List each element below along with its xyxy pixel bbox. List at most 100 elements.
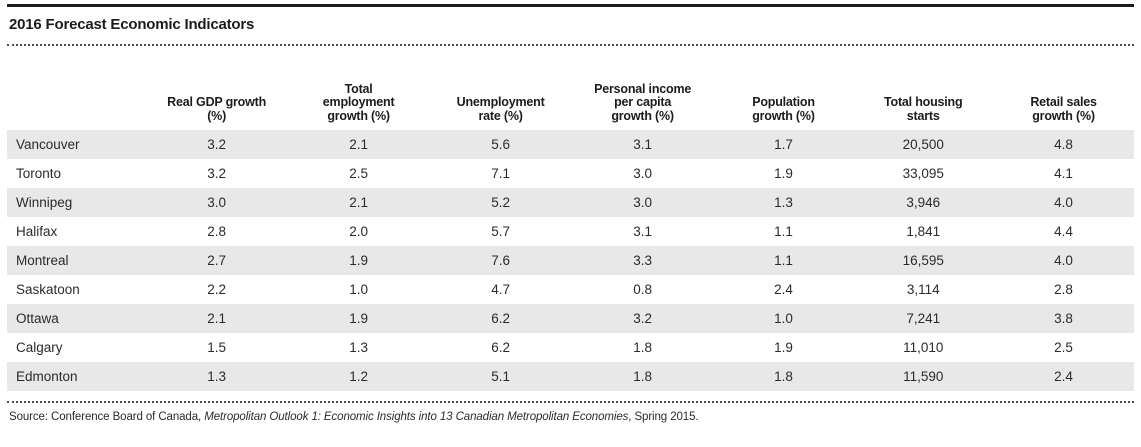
value-cell: 4.4 (1054, 224, 1073, 239)
column-header-total-housing-starts: Total housing starts (884, 95, 963, 123)
value-cell: 1,841 (906, 224, 941, 239)
page-title: 2016 Forecast Economic Indicators (9, 16, 255, 33)
value-cell: 3.2 (207, 166, 226, 181)
value-cell: 1.8 (774, 369, 793, 384)
table-row-saskatoon: Saskatoon 2.2 1.0 4.7 0.8 2.4 3,114 2.8 (7, 275, 1134, 304)
value-cell: 1.0 (349, 282, 368, 297)
table-bottom-divider (7, 401, 1134, 403)
value-cell: 1.1 (774, 224, 793, 239)
value-cell: 7.6 (491, 253, 510, 268)
value-cell: 1.1 (774, 253, 793, 268)
value-cell: 1.8 (633, 369, 652, 384)
city-cell: Saskatoon (16, 282, 80, 297)
value-cell: 2.1 (207, 311, 226, 326)
value-cell: 3.2 (633, 311, 652, 326)
value-cell: 1.9 (774, 340, 793, 355)
column-header-real-gdp-growth: Real GDP growth (%) (167, 95, 267, 123)
value-cell: 1.0 (774, 311, 793, 326)
indicators-table: Real GDP growth (%) Total employment gro… (7, 46, 1134, 391)
value-cell: 11,590 (903, 369, 944, 384)
table-row-calgary: Calgary 1.5 1.3 6.2 1.8 1.9 11,010 2.5 (7, 333, 1134, 362)
value-cell: 1.3 (207, 369, 226, 384)
city-cell: Vancouver (16, 137, 80, 152)
value-cell: 2.8 (1054, 282, 1073, 297)
value-cell: 6.2 (491, 340, 510, 355)
value-cell: 3.8 (1054, 311, 1073, 326)
value-cell: 3.1 (633, 224, 652, 239)
value-cell: 16,595 (902, 253, 944, 268)
value-cell: 3.2 (207, 137, 226, 152)
city-cell: Calgary (16, 340, 63, 355)
table-row-toronto: Toronto 3.2 2.5 7.1 3.0 1.9 33,095 4.1 (7, 159, 1134, 188)
table-row-vancouver: Vancouver 3.2 2.1 5.6 3.1 1.7 20,500 4.8 (7, 130, 1134, 159)
source-note: Source: Conference Board of Canada, Metr… (7, 403, 1134, 423)
value-cell: 1.7 (774, 137, 793, 152)
table-row-montreal: Montreal 2.7 1.9 7.6 3.3 1.1 16,595 4.0 (7, 246, 1134, 275)
table-row-ottawa: Ottawa 2.1 1.9 6.2 3.2 1.0 7,241 3.8 (7, 304, 1134, 333)
value-cell: 0.8 (633, 282, 652, 297)
value-cell: 33,095 (902, 166, 944, 181)
value-cell: 2.8 (207, 224, 226, 239)
city-cell: Winnipeg (16, 195, 73, 210)
value-cell: 1.9 (349, 253, 368, 268)
value-cell: 7.1 (491, 166, 510, 181)
value-cell: 20,500 (902, 137, 944, 152)
value-cell: 5.7 (491, 224, 510, 239)
source-publication-title: Metropolitan Outlook 1: Economic Insight… (204, 411, 629, 423)
value-cell: 2.7 (207, 253, 226, 268)
city-cell: Toronto (16, 166, 62, 181)
column-header-unemployment-rate: Unemployment rate (%) (456, 95, 545, 123)
column-header-personal-income-growth: Personal income per capita growth (%) (594, 81, 692, 123)
city-cell: Halifax (16, 224, 58, 239)
value-cell: 2.1 (349, 195, 368, 210)
column-header-population-growth: Population growth (%) (752, 95, 815, 123)
value-cell: 2.1 (349, 137, 368, 152)
value-cell: 6.2 (491, 311, 510, 326)
value-cell: 2.4 (774, 282, 793, 297)
value-cell: 2.0 (349, 224, 368, 239)
column-header-retail-sales-growth: Retail sales growth (%) (1030, 95, 1097, 123)
value-cell: 1.8 (633, 340, 652, 355)
title-divider (7, 44, 1134, 46)
value-cell: 7,241 (906, 311, 941, 326)
value-cell: 1.9 (349, 311, 368, 326)
table-row-winnipeg: Winnipeg 3.0 2.1 5.2 3.0 1.3 3,946 4.0 (7, 188, 1134, 217)
column-header-total-employment-growth: Total employment growth (%) (322, 81, 395, 123)
value-cell: 4.7 (491, 282, 510, 297)
value-cell: 11,010 (903, 340, 944, 355)
value-cell: 1.9 (774, 166, 793, 181)
value-cell: 2.4 (1054, 369, 1073, 384)
top-rule (7, 4, 1134, 7)
value-cell: 3.0 (207, 195, 226, 210)
table-row-edmonton: Edmonton 1.3 1.2 5.1 1.8 1.8 11,590 2.4 (7, 362, 1134, 391)
column-header-city (7, 46, 146, 130)
value-cell: 3.3 (633, 253, 652, 268)
value-cell: 3,114 (906, 282, 940, 297)
value-cell: 5.2 (491, 195, 510, 210)
value-cell: 2.5 (349, 166, 368, 181)
value-cell: 3.0 (633, 195, 652, 210)
value-cell: 1.2 (349, 369, 368, 384)
city-cell: Edmonton (16, 369, 78, 384)
source-suffix: , Spring 2015. (628, 411, 699, 423)
value-cell: 4.1 (1054, 166, 1073, 181)
value-cell: 4.8 (1054, 137, 1073, 152)
value-cell: 3.1 (633, 137, 652, 152)
value-cell: 2.5 (1054, 340, 1073, 355)
table-row-halifax: Halifax 2.8 2.0 5.7 3.1 1.1 1,841 4.4 (7, 217, 1134, 246)
value-cell: 1.3 (774, 195, 793, 210)
value-cell: 5.6 (491, 137, 510, 152)
city-cell: Ottawa (16, 311, 59, 326)
source-prefix: Source: Conference Board of Canada, (9, 411, 205, 423)
value-cell: 1.5 (207, 340, 226, 355)
value-cell: 4.0 (1054, 253, 1073, 268)
value-cell: 4.0 (1054, 195, 1073, 210)
table-header-row: Real GDP growth (%) Total employment gro… (7, 46, 1134, 130)
value-cell: 5.1 (491, 369, 510, 384)
value-cell: 3,946 (906, 195, 941, 210)
value-cell: 1.3 (349, 340, 368, 355)
value-cell: 2.2 (207, 282, 226, 297)
value-cell: 3.0 (633, 166, 652, 181)
city-cell: Montreal (16, 253, 69, 268)
